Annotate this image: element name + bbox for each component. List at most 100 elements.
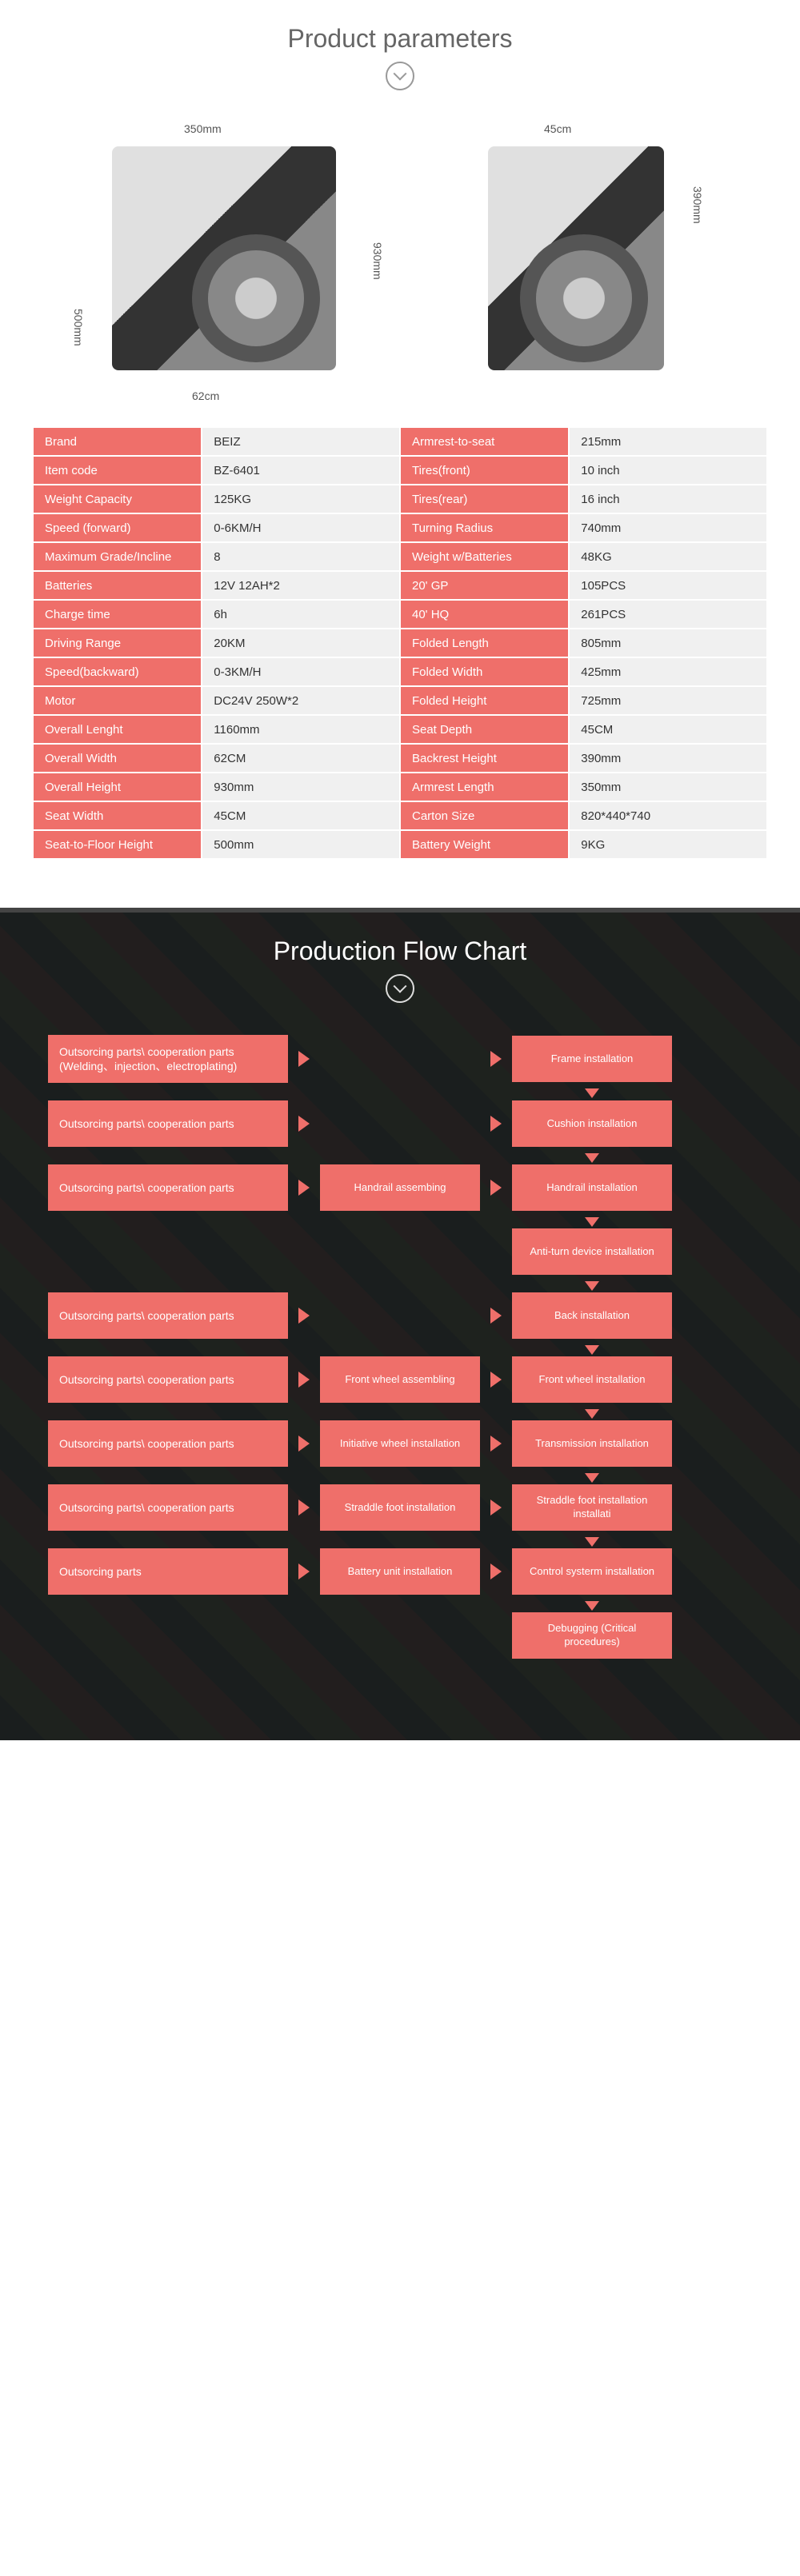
production-flow-section: Production Flow Chart Outsorcing parts\ … [0, 908, 800, 1740]
spec-row: MotorDC24V 250W*2Folded Height725mm [34, 687, 766, 714]
flow-row: Outsorcing parts\ cooperation parts (Wel… [48, 1035, 752, 1083]
arrow-down-icon [585, 1217, 599, 1227]
spec-value: 350mm [570, 773, 766, 801]
product-images: 350mm 930mm 500mm 62cm 45cm 390mm [0, 106, 800, 426]
spec-value: 10 inch [570, 457, 766, 484]
spec-value: BZ-6401 [202, 457, 399, 484]
arrow-right-icon [480, 1372, 512, 1388]
spec-label: Item code [34, 457, 201, 484]
spec-label: Armrest Length [401, 773, 568, 801]
spec-value: 0-3KM/H [202, 658, 399, 685]
params-title: Product parameters [0, 0, 800, 62]
spec-row: Batteries12V 12AH*220' GP105PCS [34, 572, 766, 599]
spec-value: 425mm [570, 658, 766, 685]
arrow-down-icon [585, 1345, 599, 1355]
flow-right-box: Debugging (Critical procedures) [512, 1612, 672, 1659]
spec-value: 215mm [570, 428, 766, 455]
flow-mid-box: Front wheel assembling [320, 1356, 480, 1403]
flow-title: Production Flow Chart [0, 913, 800, 974]
spec-row: Seat-to-Floor Height500mmBattery Weight9… [34, 831, 766, 858]
flow-mid-box: Initiative wheel installation [320, 1420, 480, 1467]
arrow-right-icon [288, 1308, 320, 1324]
spec-value: 62CM [202, 745, 399, 772]
flow-row: Outsorcing parts\ cooperation parts Initi… [48, 1420, 752, 1467]
arrow-right-icon [480, 1308, 512, 1324]
spec-label: Armrest-to-seat [401, 428, 568, 455]
spec-value: 125KG [202, 485, 399, 513]
flow-right-box: Control systerm installation [512, 1548, 672, 1595]
spec-value: 930mm [202, 773, 399, 801]
spec-row: Overall Height930mmArmrest Length350mm [34, 773, 766, 801]
spec-value: 500mm [202, 831, 399, 858]
dim-rear-top: 45cm [544, 122, 571, 135]
spec-row: BrandBEIZArmrest-to-seat215mm [34, 428, 766, 455]
spec-value: 740mm [570, 514, 766, 541]
dim-rear-height: 390mm [691, 186, 704, 224]
arrow-down-icon [585, 1153, 599, 1163]
spec-value: 45CM [570, 716, 766, 743]
spec-label: Overall Height [34, 773, 201, 801]
spec-row: Speed(backward)0-3KM/HFolded Width425mm [34, 658, 766, 685]
spec-value: BEIZ [202, 428, 399, 455]
spec-label: 20' GP [401, 572, 568, 599]
spec-row: Item codeBZ-6401Tires(front)10 inch [34, 457, 766, 484]
spec-value: 16 inch [570, 485, 766, 513]
spec-label: Speed(backward) [34, 658, 201, 685]
spec-label: Maximum Grade/Incline [34, 543, 201, 570]
flow-right-box: Back installation [512, 1292, 672, 1339]
flow-row: Anti-turn device installation [48, 1228, 752, 1275]
spec-label: Motor [34, 687, 201, 714]
spec-label: Charge time [34, 601, 201, 628]
spec-value: 8 [202, 543, 399, 570]
spec-label: Carton Size [401, 802, 568, 829]
spec-value: 0-6KM/H [202, 514, 399, 541]
flow-row: Outsorcing parts\ cooperation partsBack … [48, 1292, 752, 1339]
flow-left-box: Outsorcing parts\ cooperation parts [48, 1420, 288, 1467]
dim-side-height: 930mm [371, 242, 384, 280]
arrow-right-icon [288, 1180, 320, 1196]
arrow-right-icon [480, 1116, 512, 1132]
flow-row: Outsorcing parts\ cooperation partsStrad… [48, 1484, 752, 1531]
spec-value: 261PCS [570, 601, 766, 628]
arrow-right-icon [480, 1051, 512, 1067]
flow-grid: Outsorcing parts\ cooperation parts (Wel… [0, 1019, 800, 1692]
arrow-right-icon [288, 1051, 320, 1067]
arrow-right-icon [288, 1500, 320, 1516]
flow-row: Outsorcing parts\ cooperation partsFront… [48, 1356, 752, 1403]
dim-side-leg: 500mm [72, 309, 85, 346]
spec-label: Battery Weight [401, 831, 568, 858]
spec-table: BrandBEIZArmrest-to-seat215mmItem codeBZ… [32, 426, 768, 860]
spec-label: Weight w/Batteries [401, 543, 568, 570]
spec-label: Folded Height [401, 687, 568, 714]
arrow-right-icon [480, 1564, 512, 1580]
spec-label: Tires(front) [401, 457, 568, 484]
spec-label: Batteries [34, 572, 201, 599]
spec-value: 1160mm [202, 716, 399, 743]
dim-side-width: 62cm [192, 389, 219, 402]
spec-value: 6h [202, 601, 399, 628]
spec-label: Seat-to-Floor Height [34, 831, 201, 858]
flow-right-box: Transmission installation [512, 1420, 672, 1467]
flow-row: Outsorcing partsBattery unit installatio… [48, 1548, 752, 1595]
spec-label: Speed (forward) [34, 514, 201, 541]
spec-row: Driving Range20KMFolded Length805mm [34, 629, 766, 657]
flow-right-box: Frame installation [512, 1036, 672, 1082]
spec-value: 9KG [570, 831, 766, 858]
spec-label: Backrest Height [401, 745, 568, 772]
spec-value: 725mm [570, 687, 766, 714]
arrow-right-icon [480, 1436, 512, 1452]
flow-row: Outsorcing parts\ cooperation partsCushi… [48, 1100, 752, 1147]
wheelchair-side-view: 350mm 930mm 500mm 62cm [72, 122, 376, 394]
flow-left-box: Outsorcing parts\ cooperation parts [48, 1164, 288, 1211]
spec-label: Driving Range [34, 629, 201, 657]
spec-label: Weight Capacity [34, 485, 201, 513]
spec-label: Turning Radius [401, 514, 568, 541]
arrow-down-icon [585, 1409, 599, 1419]
flow-right-box: Straddle foot installation installati [512, 1484, 672, 1531]
flow-right-box: Cushion installation [512, 1100, 672, 1147]
spec-label: Brand [34, 428, 201, 455]
spec-value: 45CM [202, 802, 399, 829]
chevron-down-icon [386, 974, 414, 1003]
spec-value: 105PCS [570, 572, 766, 599]
product-parameters-section: Product parameters 350mm 930mm 500mm 62c… [0, 0, 800, 908]
